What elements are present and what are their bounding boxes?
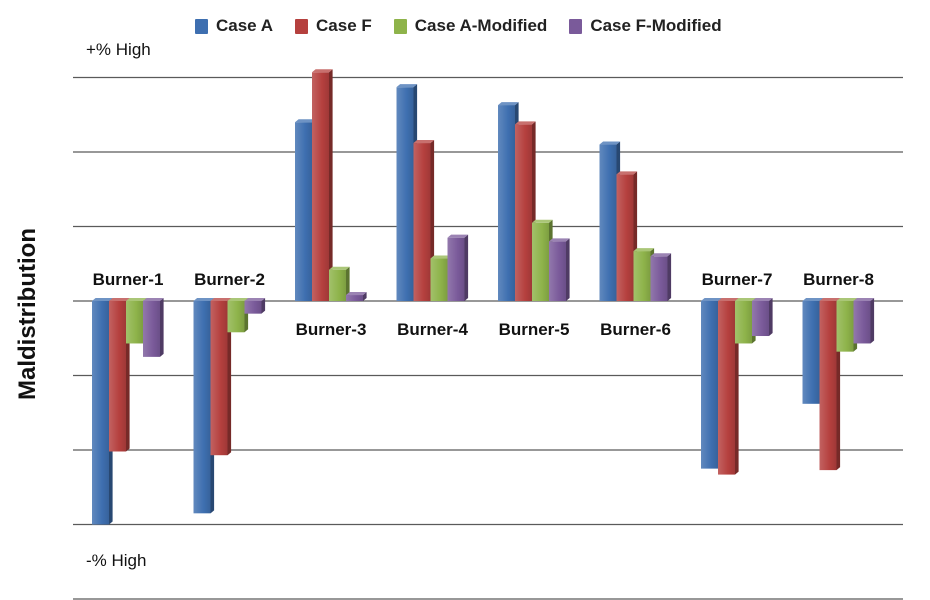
category-label-burner-2: Burner-2 [194, 270, 265, 289]
legend-swatch [569, 18, 583, 34]
bar-burner-3-case-a-modified [329, 266, 350, 301]
legend-item: Case F-Modified [569, 16, 722, 36]
legend-swatch [195, 18, 208, 34]
bar-burner-3-case-f [312, 69, 333, 301]
legend-label: Case A [216, 16, 274, 35]
bar-burner-8-case-f [819, 298, 841, 471]
category-label-burner-8: Burner-8 [803, 270, 874, 289]
category-label-burner-7: Burner-7 [702, 270, 773, 289]
category-label-burner-1: Burner-1 [93, 270, 164, 289]
bottom-annotation: -% High [86, 551, 147, 570]
bar-burner-4-case-f-modified [447, 234, 469, 301]
legend-swatch [295, 18, 309, 34]
y-axis-label: Maldistribution [14, 228, 41, 400]
category-label-burner-5: Burner-5 [499, 320, 570, 339]
legend-label: Case F-Modified [590, 16, 722, 35]
top-annotation: +% High [86, 40, 151, 59]
bar-burner-5-case-f-modified [549, 238, 570, 301]
bar-burner-3-case-f-modified [346, 292, 367, 301]
legend-item: Case F [295, 16, 372, 36]
bar-burner-6-case-f-modified [650, 253, 672, 301]
bar-burner-2-case-f [210, 298, 232, 456]
category-label-burner-6: Burner-6 [600, 320, 671, 339]
bar-burner-8-case-f-modified [853, 298, 875, 344]
legend-item: Case A [195, 16, 273, 36]
category-label-burner-4: Burner-4 [397, 320, 468, 339]
legend-label: Case F [316, 16, 372, 35]
legend-label: Case A-Modified [414, 16, 548, 35]
bar-burner-2-case-f-modified [244, 298, 266, 314]
bar-burner-7-case-f-modified [752, 298, 773, 337]
bar-burner-1-case-f-modified [143, 298, 164, 357]
category-label-burner-3: Burner-3 [296, 320, 367, 339]
legend-swatch [393, 18, 407, 34]
bars [92, 69, 875, 525]
legend: Case A Case F Case A-Modified Case F-Modifi… [195, 16, 722, 36]
legend-item: Case A-Modified [393, 16, 548, 36]
